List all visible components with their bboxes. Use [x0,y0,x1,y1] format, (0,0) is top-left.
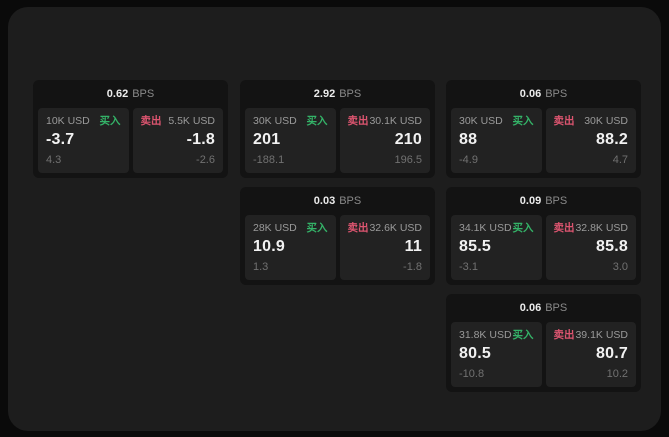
quote-tiles: 34.1K USD 买入 85.5 -3.1 卖出 32.8K USD 85.8… [446,215,641,285]
buy-side-label: 买入 [512,329,534,341]
buy-delta: -188.1 [253,154,285,166]
buy-delta: 1.3 [253,261,269,273]
bps-unit-label: BPS [339,88,362,100]
quote-tiles: 30K USD 买入 88 -4.9 卖出 30K USD 88.2 4.7 [446,108,641,178]
sell-amount: 39.1K USD [575,329,628,341]
sell-side-label: 卖出 [347,115,369,127]
quote-tiles: 28K USD 买入 10.9 1.3 卖出 32.6K USD 11 -1.8 [240,215,435,285]
sell-delta: 10.2 [606,368,628,380]
app-window: 0.62 BPS 10K USD 买入 -3.7 4.3 卖出 5.5K USD… [8,7,661,431]
quote-card-6: 0.06 BPS 31.8K USD 买入 80.5 -10.8 卖出 39.1… [446,294,641,392]
sell-delta: -2.6 [196,154,215,166]
sell-quote-tile[interactable]: 卖出 30K USD 88.2 4.7 [545,108,636,173]
buy-side-label: 买入 [306,115,328,127]
buy-amount: 30K USD [459,115,503,127]
sell-quote-tile[interactable]: 卖出 30.1K USD 210 196.5 [339,108,430,173]
sell-price: 88.2 [596,131,628,148]
sell-price: 11 [404,238,422,255]
buy-side-label: 买入 [99,115,121,127]
sell-amount: 30K USD [584,115,628,127]
buy-price: 201 [253,131,281,148]
sell-side-label: 卖出 [347,222,369,234]
bps-header: 2.92 BPS [240,80,435,108]
buy-price: 88 [459,131,478,148]
sell-delta: 196.5 [394,154,422,166]
quote-card-3: 0.06 BPS 30K USD 买入 88 -4.9 卖出 30K USD 8… [446,80,641,178]
sell-delta: 3.0 [612,261,628,273]
sell-amount: 32.6K USD [369,222,422,234]
sell-quote-tile[interactable]: 卖出 32.8K USD 85.8 3.0 [545,215,636,280]
buy-side-label: 买入 [512,222,534,234]
sell-side-label: 卖出 [553,115,575,127]
quote-card-4: 0.03 BPS 28K USD 买入 10.9 1.3 卖出 32.6K US… [240,187,435,285]
sell-amount: 32.8K USD [575,222,628,234]
buy-quote-tile[interactable]: 10K USD 买入 -3.7 4.3 [38,108,129,173]
bps-value: 0.09 [519,195,542,207]
bps-value: 0.03 [313,195,336,207]
bps-value: 2.92 [313,88,336,100]
sell-amount: 5.5K USD [168,115,215,127]
bps-value: 0.62 [106,88,129,100]
sell-price: 80.7 [596,345,628,362]
quote-card-2: 2.92 BPS 30K USD 买入 201 -188.1 卖出 30.1K … [240,80,435,178]
buy-quote-tile[interactable]: 34.1K USD 买入 85.5 -3.1 [451,215,542,280]
buy-price: -3.7 [46,131,75,148]
buy-delta: 4.3 [46,154,62,166]
quote-tiles: 31.8K USD 买入 80.5 -10.8 卖出 39.1K USD 80.… [446,322,641,392]
sell-delta: -1.8 [403,261,422,273]
sell-delta: 4.7 [612,154,628,166]
buy-side-label: 买入 [512,115,534,127]
bps-unit-label: BPS [545,302,568,314]
sell-quote-tile[interactable]: 卖出 39.1K USD 80.7 10.2 [545,322,636,387]
buy-delta: -10.8 [459,368,485,380]
quote-card-5: 0.09 BPS 34.1K USD 买入 85.5 -3.1 卖出 32.8K… [446,187,641,285]
bps-unit-label: BPS [545,88,568,100]
buy-amount: 31.8K USD [459,329,512,341]
bps-unit-label: BPS [339,195,362,207]
buy-amount: 30K USD [253,115,297,127]
buy-delta: -3.1 [459,261,478,273]
buy-quote-tile[interactable]: 31.8K USD 买入 80.5 -10.8 [451,322,542,387]
buy-amount: 10K USD [46,115,90,127]
buy-price: 85.5 [459,238,491,255]
buy-price: 80.5 [459,345,491,362]
sell-side-label: 卖出 [553,222,575,234]
bps-header: 0.09 BPS [446,187,641,215]
bps-unit-label: BPS [132,88,155,100]
sell-side-label: 卖出 [140,115,162,127]
bps-value: 0.06 [519,88,542,100]
bps-header: 0.06 BPS [446,80,641,108]
quote-tiles: 10K USD 买入 -3.7 4.3 卖出 5.5K USD -1.8 -2.… [33,108,228,178]
sell-amount: 30.1K USD [369,115,422,127]
sell-price: 85.8 [596,238,628,255]
sell-price: -1.8 [186,131,215,148]
bps-header: 0.03 BPS [240,187,435,215]
sell-quote-tile[interactable]: 卖出 5.5K USD -1.8 -2.6 [132,108,223,173]
bps-value: 0.06 [519,302,542,314]
quote-card-1: 0.62 BPS 10K USD 买入 -3.7 4.3 卖出 5.5K USD… [33,80,228,178]
bps-header: 0.06 BPS [446,294,641,322]
buy-price: 10.9 [253,238,285,255]
bps-unit-label: BPS [545,195,568,207]
buy-amount: 28K USD [253,222,297,234]
sell-price: 210 [394,131,422,148]
buy-quote-tile[interactable]: 28K USD 买入 10.9 1.3 [245,215,336,280]
buy-delta: -4.9 [459,154,478,166]
sell-side-label: 卖出 [553,329,575,341]
buy-quote-tile[interactable]: 30K USD 买入 88 -4.9 [451,108,542,173]
quote-tiles: 30K USD 买入 201 -188.1 卖出 30.1K USD 210 1… [240,108,435,178]
buy-quote-tile[interactable]: 30K USD 买入 201 -188.1 [245,108,336,173]
buy-side-label: 买入 [306,222,328,234]
bps-header: 0.62 BPS [33,80,228,108]
sell-quote-tile[interactable]: 卖出 32.6K USD 11 -1.8 [339,215,430,280]
buy-amount: 34.1K USD [459,222,512,234]
